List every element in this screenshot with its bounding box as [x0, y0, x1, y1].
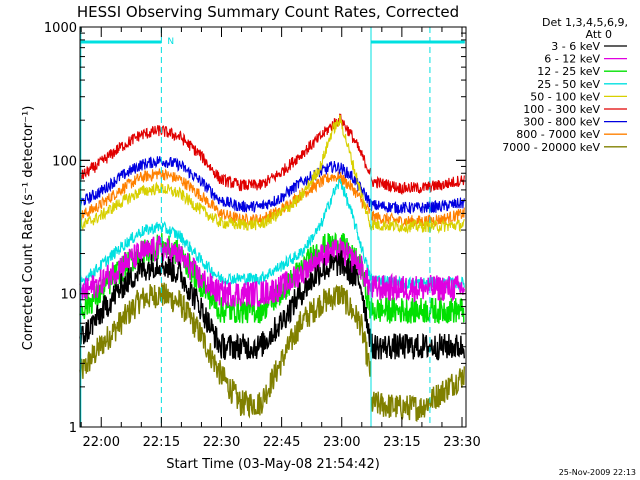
series-300-800-kev-line-2 — [370, 197, 465, 216]
legend-entry-2-label: 6 - 12 keV — [544, 53, 600, 66]
x-tick-label-2330: 23:30 — [443, 435, 480, 450]
footer-timestamp: 25-Nov-2009 22:13 — [559, 468, 636, 477]
x-axis-label: Start Time (03-May-08 21:54:42) — [166, 457, 380, 472]
y-axis-label: Corrected Count Rate (s⁻¹ detector⁻¹) — [21, 106, 36, 351]
series-800-7000-kev-line — [79, 168, 371, 226]
series-800-7000-kev-line-2 — [370, 207, 465, 228]
plot-frame — [79, 26, 467, 428]
legend-entry-6-label: 100 - 300 keV — [523, 103, 600, 116]
series-7000-20000-kev-line — [79, 282, 372, 419]
x-tick-label-2245: 22:45 — [263, 435, 300, 450]
y-tick-label-100: 100 — [52, 154, 77, 169]
legend-entry-4-label: 25 - 50 keV — [537, 78, 600, 91]
axes: 1 10 100 1000 22:00 22:15 22:30 22:45 23:00 23:15… — [44, 21, 481, 450]
legend-title-line2: Att 0 — [586, 28, 612, 41]
legend-entry-1-label: 3 - 6 keV — [551, 40, 600, 53]
series-300-800-kev-line — [79, 156, 371, 213]
x-tick-label-2200: 22:00 — [83, 435, 120, 450]
legend-title-line1: Det 1,3,4,5,6,9, — [542, 16, 628, 29]
series-100-300-kev-line — [79, 113, 372, 192]
series-100-300-kev-line-2 — [370, 175, 465, 196]
plot-area: N — [79, 27, 465, 427]
series-50-100-kev-line-2 — [370, 218, 465, 235]
y-tick-label-10: 10 — [60, 288, 77, 303]
series-25-50-kev-line — [79, 178, 372, 286]
series-12-25-kev-line-2 — [370, 295, 465, 324]
y-tick-label-1: 1 — [69, 421, 77, 436]
legend-entry-8-label: 800 - 7000 keV — [516, 128, 600, 141]
x-tick-label-2300: 23:00 — [323, 435, 360, 450]
legend-entry-9-label: 7000 - 20000 keV — [502, 141, 600, 154]
x-tick-label-2315: 23:15 — [383, 435, 420, 450]
night-marker-label: N — [167, 37, 174, 47]
legend-entry-3-label: 12 - 25 keV — [537, 65, 600, 78]
chart-title: HESSI Observing Summary Count Rates, Cor… — [77, 3, 459, 21]
y-tick-label-1000: 1000 — [44, 21, 77, 36]
series-7000-20000-kev-line-2 — [370, 366, 465, 423]
legend-entry-5-label: 50 - 100 keV — [530, 90, 600, 103]
x-tick-label-2230: 22:30 — [203, 435, 240, 450]
series-50-100-kev-line — [79, 114, 372, 232]
legend-entry-7-label: 300 - 800 keV — [523, 116, 600, 129]
series-6-12-kev-line-2 — [370, 272, 465, 303]
series-3-6-kev-line-2 — [370, 332, 465, 361]
series-6-12-kev-line — [79, 235, 372, 308]
series-3-6-kev-line — [79, 250, 372, 361]
x-tick-label-2215: 22:15 — [143, 435, 180, 450]
